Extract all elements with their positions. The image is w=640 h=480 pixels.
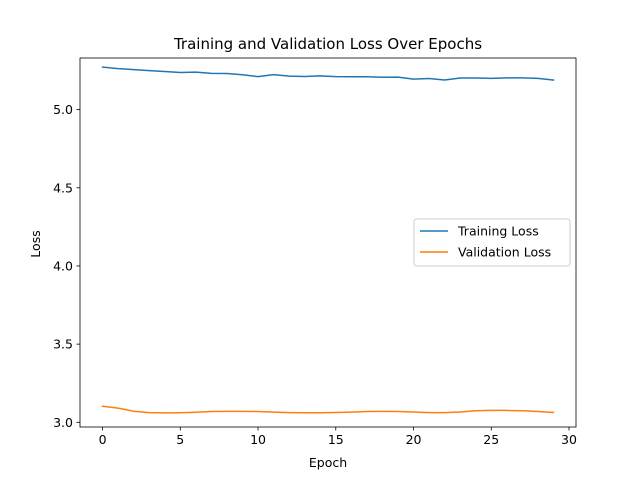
legend-label-validation-loss: Validation Loss [458,245,551,260]
x-tick-label: 15 [328,432,344,447]
plot-area: 0 5 10 15 20 25 30 3.0 3.5 4.0 4.5 5.0 [53,57,577,447]
y-tick-label: 5.0 [53,102,73,117]
y-tick-label: 3.0 [53,415,73,430]
legend-box [413,218,571,267]
x-axis-title: Epoch [309,455,347,470]
legend-label-training-loss: Training Loss [457,224,539,239]
x-tick-label: 20 [406,432,422,447]
chart-title: Training and Validation Loss Over Epochs [173,35,482,53]
legend: Training Loss Validation Loss [413,218,571,267]
y-axis-title: Loss [28,230,43,257]
x-tick-label: 5 [176,432,184,447]
x-tick-label: 25 [483,432,499,447]
series-line-validation-loss [101,405,555,414]
x-tick-label: 0 [99,432,107,447]
y-tick-label: 4.0 [53,258,73,273]
y-tick-label: 3.5 [53,337,73,352]
plot-frame [79,57,577,428]
y-tick-label: 4.5 [53,180,73,195]
series-line-training-loss [101,66,555,81]
x-tick-label: 30 [561,432,577,447]
x-tick-label: 10 [250,432,266,447]
